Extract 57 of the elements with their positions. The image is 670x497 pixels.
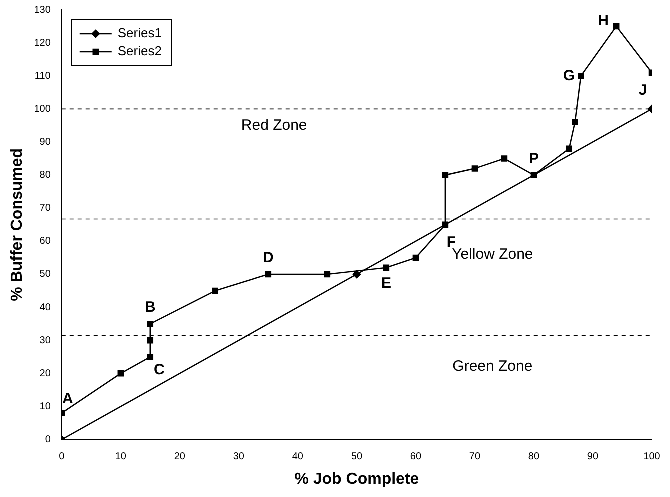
y-tick-label: 130 bbox=[34, 4, 52, 16]
point bbox=[442, 172, 449, 178]
annotation: H bbox=[598, 12, 610, 30]
x-tick-label: 30 bbox=[233, 452, 245, 463]
annotation: A bbox=[62, 390, 74, 408]
x-tick-label: 90 bbox=[587, 452, 599, 463]
y-tick-label: 110 bbox=[34, 70, 52, 82]
point bbox=[412, 254, 420, 262]
annotation: D bbox=[263, 250, 274, 267]
y-tick-label: 80 bbox=[40, 170, 52, 182]
point bbox=[147, 337, 154, 344]
point bbox=[613, 23, 620, 30]
y-tick-label: 50 bbox=[40, 269, 52, 280]
y-tick-label: 40 bbox=[40, 302, 52, 314]
point bbox=[566, 146, 573, 152]
y-tick-label: 120 bbox=[34, 38, 52, 49]
y-tick-label: 30 bbox=[40, 335, 52, 346]
point bbox=[212, 288, 218, 294]
annotation: J bbox=[638, 82, 648, 99]
x-tick-label: 50 bbox=[351, 452, 363, 463]
annotation: C bbox=[154, 361, 165, 378]
x-tick-label: 80 bbox=[528, 452, 540, 463]
annotation: P bbox=[528, 150, 539, 168]
x-tick-label: 10 bbox=[115, 452, 127, 463]
y-tick-label: 100 bbox=[34, 104, 52, 115]
annotation: Yellow Zone bbox=[452, 246, 534, 264]
point bbox=[265, 271, 272, 278]
annotation: Red Zone bbox=[241, 117, 308, 134]
point bbox=[118, 370, 124, 377]
point bbox=[501, 156, 508, 162]
y-tick-label: 60 bbox=[40, 236, 52, 248]
y-tick-label: 20 bbox=[40, 368, 52, 380]
annotation: B bbox=[144, 299, 156, 316]
annotation: E bbox=[381, 275, 392, 292]
point bbox=[147, 354, 154, 360]
point bbox=[578, 73, 584, 80]
point bbox=[572, 119, 578, 126]
point bbox=[472, 166, 478, 172]
point bbox=[383, 264, 390, 272]
x-tick-label: 60 bbox=[410, 452, 422, 463]
x-tick-label: 100 bbox=[644, 452, 661, 463]
legend-label: Series2 bbox=[118, 44, 162, 59]
legend-label: Series1 bbox=[118, 26, 162, 41]
x-axis-title: % Job Complete bbox=[294, 470, 420, 488]
x-tick-label: 20 bbox=[174, 452, 186, 463]
annotation: G bbox=[563, 67, 576, 84]
x-tick-label: 0 bbox=[59, 452, 66, 463]
y-tick-label: 70 bbox=[40, 203, 52, 214]
point bbox=[324, 271, 331, 278]
x-tick-label: 40 bbox=[292, 452, 304, 463]
y-tick-label: 10 bbox=[40, 401, 52, 412]
y-tick-label: 0 bbox=[45, 434, 52, 446]
y-axis-title: % Buffer Consumed bbox=[9, 148, 26, 302]
point bbox=[147, 320, 154, 328]
annotation: Green Zone bbox=[452, 358, 533, 375]
y-tick-label: 90 bbox=[40, 136, 52, 148]
x-tick-label: 70 bbox=[469, 452, 481, 463]
